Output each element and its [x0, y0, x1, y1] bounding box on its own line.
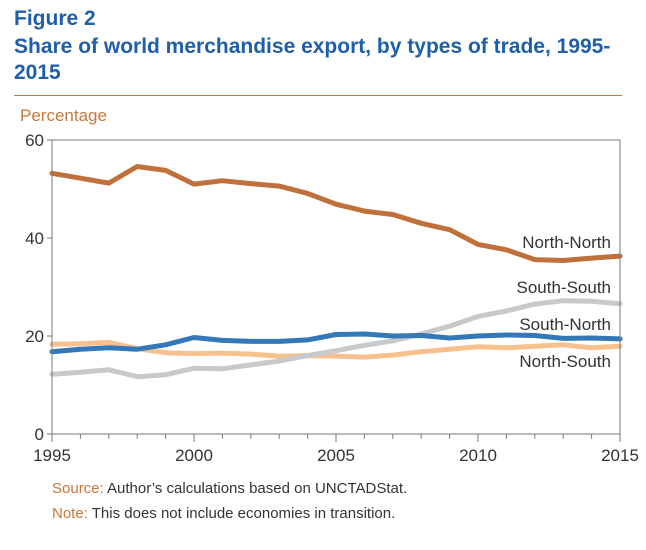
chart-title: Share of world merchandise export, by ty…: [14, 35, 611, 84]
series-label-north-north: North-North: [522, 233, 611, 252]
title-divider: [14, 95, 622, 96]
y-tick-label: 20: [25, 327, 44, 346]
series-line-north-north: [49, 164, 623, 263]
series-line-south-north: [49, 331, 623, 355]
note-key: Note:: [52, 505, 88, 522]
source-key: Source:: [52, 480, 104, 497]
x-tick-label: 1995: [33, 446, 71, 465]
series-labels: North-North South-South South-North North-S…: [516, 233, 611, 371]
series-label-north-south: North-South: [519, 352, 611, 371]
series-line-south-south: [49, 298, 623, 380]
series-label-south-south: South-South: [516, 278, 611, 297]
y-tick-label: 60: [25, 131, 44, 150]
source-note: Source: Author’s calculations based on U…: [52, 476, 407, 501]
x-tick-label: 2015: [601, 446, 639, 465]
y-tick-label: 0: [35, 425, 44, 444]
x-tick-label: 2000: [175, 446, 213, 465]
chart-notes: Source: Author’s calculations based on U…: [52, 476, 407, 526]
series-label-south-north: South-North: [519, 315, 611, 334]
axes: 0 20 40 60 1995 2000 2005 2010 2015: [25, 131, 639, 465]
y-axis-label: Percentage: [20, 106, 107, 125]
note-line: Note: This does not include economies in…: [52, 501, 407, 526]
series-lines: [49, 164, 623, 380]
x-tick-label: 2005: [317, 446, 355, 465]
y-tick-label: 40: [25, 229, 44, 248]
source-text: Author’s calculations based on UNCTADSta…: [103, 480, 408, 497]
note-text: This does not include economies in trans…: [87, 505, 396, 522]
figure-label: Figure 2: [14, 7, 96, 30]
x-tick-label: 2010: [459, 446, 497, 465]
